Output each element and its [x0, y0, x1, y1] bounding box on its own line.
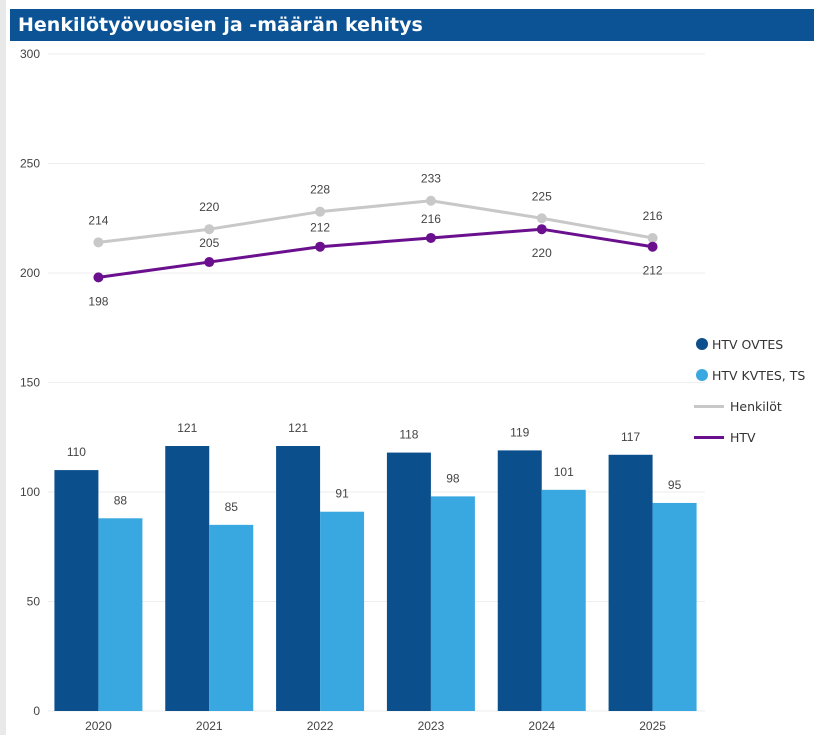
legend-label: HTV [730, 429, 756, 445]
y-tick-label: 100 [20, 485, 40, 499]
x-tick-label: 2020 [85, 719, 112, 733]
point-label-henkilot: 214 [88, 213, 108, 227]
line-henkilot [98, 199, 653, 244]
bar-label-htv-kvtes: 85 [225, 500, 239, 514]
point-label-htv: 205 [199, 236, 219, 250]
point-henkilot [425, 195, 436, 206]
data-labels: 110 88 121 85 121 91 118 98 119 101 117 95 214 220 228… [67, 172, 682, 514]
legend-marker-henkilot [694, 404, 724, 408]
x-tick-label: 2024 [528, 719, 555, 733]
bar-htv-kvtes [98, 518, 143, 711]
bar-htv-kvtes [209, 524, 254, 711]
bar-htv-ovtes [54, 470, 99, 711]
bar-label-htv-ovtes: 110 [67, 445, 86, 459]
x-axis-ticks: 2020 2021 2022 2023 2024 2025 [85, 719, 666, 733]
bar-htv-kvtes [320, 511, 365, 711]
point-henkilot [93, 237, 104, 248]
bar-label-htv-ovtes: 119 [510, 425, 529, 439]
legend-label: HTV KVTES, TS [712, 367, 806, 383]
legend-label: HTV OVTES [712, 336, 784, 352]
legend-label: Henkilöt [730, 398, 782, 414]
bar-label-htv-kvtes: 91 [335, 487, 349, 501]
chart-title: Henkilötyövuosien ja -määrän kehitys [10, 9, 814, 41]
point-henkilot [315, 206, 326, 217]
point-henkilot [536, 213, 547, 224]
y-tick-label: 200 [20, 266, 40, 280]
point-htv [315, 241, 326, 252]
lines [93, 195, 658, 283]
bar-htv-ovtes [608, 454, 653, 711]
legend-marker-htv-kvtes [696, 369, 708, 381]
legend-item-htv: HTV [694, 427, 756, 447]
bar-htv-ovtes [276, 446, 321, 711]
legend-item-htv-ovtes: HTV OVTES [696, 334, 783, 354]
point-htv [425, 232, 436, 243]
bars [54, 446, 697, 711]
bar-label-htv-kvtes: 98 [446, 471, 460, 485]
point-label-htv: 220 [532, 246, 552, 260]
bar-htv-kvtes [652, 502, 697, 711]
y-tick-label: 250 [20, 157, 40, 171]
bar-htv-kvtes [430, 496, 475, 711]
bar-label-htv-ovtes: 121 [288, 421, 308, 435]
y-tick-label: 150 [20, 376, 40, 390]
y-tick-label: 0 [33, 704, 40, 718]
point-label-henkilot: 225 [532, 189, 552, 203]
point-henkilot [647, 232, 658, 243]
legend-marker-htv [694, 435, 724, 439]
bar-label-htv-kvtes: 95 [668, 478, 682, 492]
gridlines [48, 53, 705, 712]
x-tick-label: 2022 [307, 719, 334, 733]
point-label-henkilot: 220 [199, 200, 219, 214]
x-tick-label: 2021 [196, 719, 223, 733]
bar-htv-ovtes [165, 446, 210, 711]
bar-label-htv-ovtes: 121 [177, 421, 197, 435]
bar-htv-ovtes [386, 452, 431, 711]
point-label-henkilot: 233 [421, 172, 441, 186]
y-tick-label: 300 [20, 47, 40, 61]
bar-label-htv-kvtes: 88 [114, 493, 128, 507]
bar-htv-kvtes [541, 489, 586, 711]
line-htv [98, 227, 653, 279]
x-tick-label: 2023 [418, 719, 445, 733]
point-htv [93, 272, 104, 283]
left-border [0, 0, 6, 735]
point-htv [204, 257, 215, 268]
point-label-htv: 212 [643, 264, 663, 278]
point-label-htv: 216 [421, 212, 441, 226]
point-label-henkilot: 228 [310, 183, 330, 197]
point-label-henkilot: 216 [643, 209, 663, 223]
point-henkilot [204, 224, 215, 235]
point-label-htv: 198 [88, 294, 108, 308]
bar-htv-ovtes [497, 450, 542, 711]
point-label-htv: 212 [310, 221, 330, 235]
bar-label-htv-kvtes: 101 [554, 465, 574, 479]
bar-label-htv-ovtes: 118 [399, 428, 418, 442]
legend-marker-htv-ovtes [696, 338, 708, 350]
y-axis-ticks: 0 50 100 150 200 250 300 [20, 47, 40, 718]
point-htv [536, 224, 547, 235]
y-tick-label: 50 [27, 595, 41, 609]
legend-item-htv-kvtes: HTV KVTES, TS [696, 365, 805, 385]
point-htv [647, 241, 658, 252]
legend-item-henkilot: Henkilöt [694, 396, 782, 416]
x-tick-label: 2025 [639, 719, 666, 733]
bar-label-htv-ovtes: 117 [621, 430, 640, 444]
